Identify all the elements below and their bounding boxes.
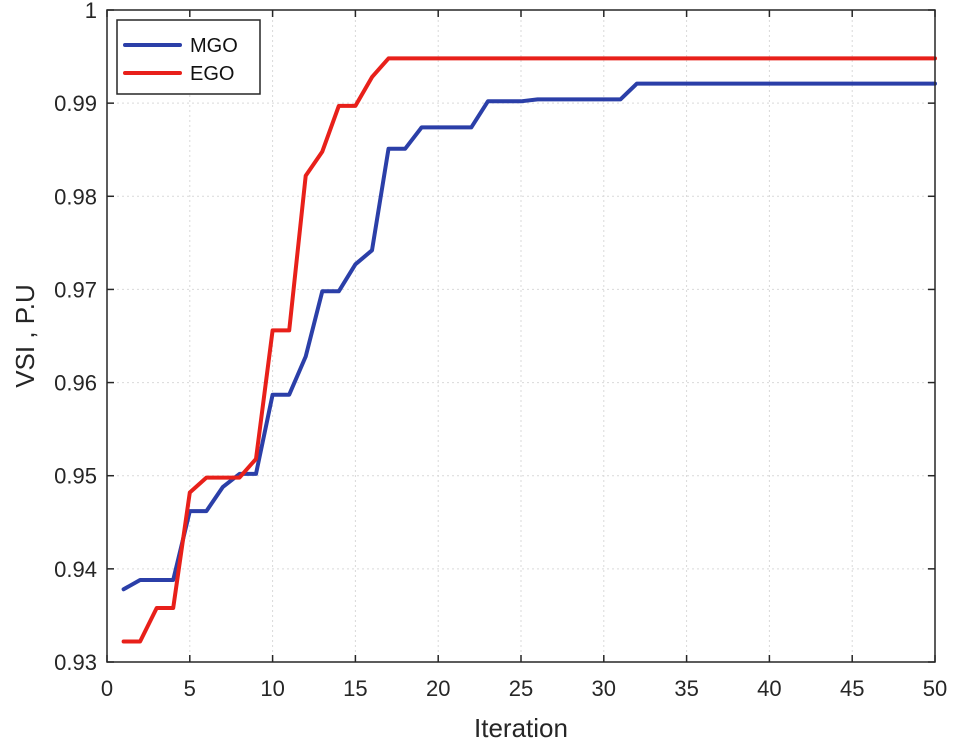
x-tick-label: 25 bbox=[509, 676, 533, 701]
legend-label-ego: EGO bbox=[190, 63, 234, 85]
legend-label-mgo: MGO bbox=[190, 35, 238, 57]
y-tick-label: 0.94 bbox=[54, 557, 97, 582]
series-line-mgo bbox=[121, 81, 937, 592]
x-tick-label: 5 bbox=[184, 676, 196, 701]
x-tick-label: 50 bbox=[923, 676, 947, 701]
series-group bbox=[121, 56, 937, 644]
y-tick-label: 0.98 bbox=[54, 184, 97, 209]
y-tick-label: 0.99 bbox=[54, 91, 97, 116]
y-axis-title: VSI , P.U bbox=[10, 284, 40, 388]
x-tick-label: 30 bbox=[592, 676, 616, 701]
tick-labels: 0 5 10 15 20 25 30 35 40 45 50 0.93 0.94 0.95 0.96 0.97… bbox=[54, 0, 947, 701]
x-tick-label: 20 bbox=[426, 676, 450, 701]
series-line-ego bbox=[121, 56, 937, 644]
legend-box bbox=[116, 19, 261, 95]
x-tick-label: 35 bbox=[674, 676, 698, 701]
y-tick-label: 0.97 bbox=[54, 277, 97, 302]
y-tick-label: 0.93 bbox=[54, 650, 97, 675]
x-tick-label: 0 bbox=[101, 676, 113, 701]
x-axis-title: Iteration bbox=[474, 713, 568, 743]
x-tick-label: 45 bbox=[840, 676, 864, 701]
x-tick-label: 15 bbox=[343, 676, 367, 701]
grid bbox=[106, 9, 936, 663]
y-tick-label: 0.95 bbox=[54, 464, 97, 489]
x-tick-label: 10 bbox=[260, 676, 284, 701]
y-tick-label: 0.96 bbox=[54, 371, 97, 396]
legend: MGO EGO bbox=[116, 19, 261, 95]
x-tick-label: 40 bbox=[757, 676, 781, 701]
y-tick-label: 1 bbox=[85, 0, 97, 23]
